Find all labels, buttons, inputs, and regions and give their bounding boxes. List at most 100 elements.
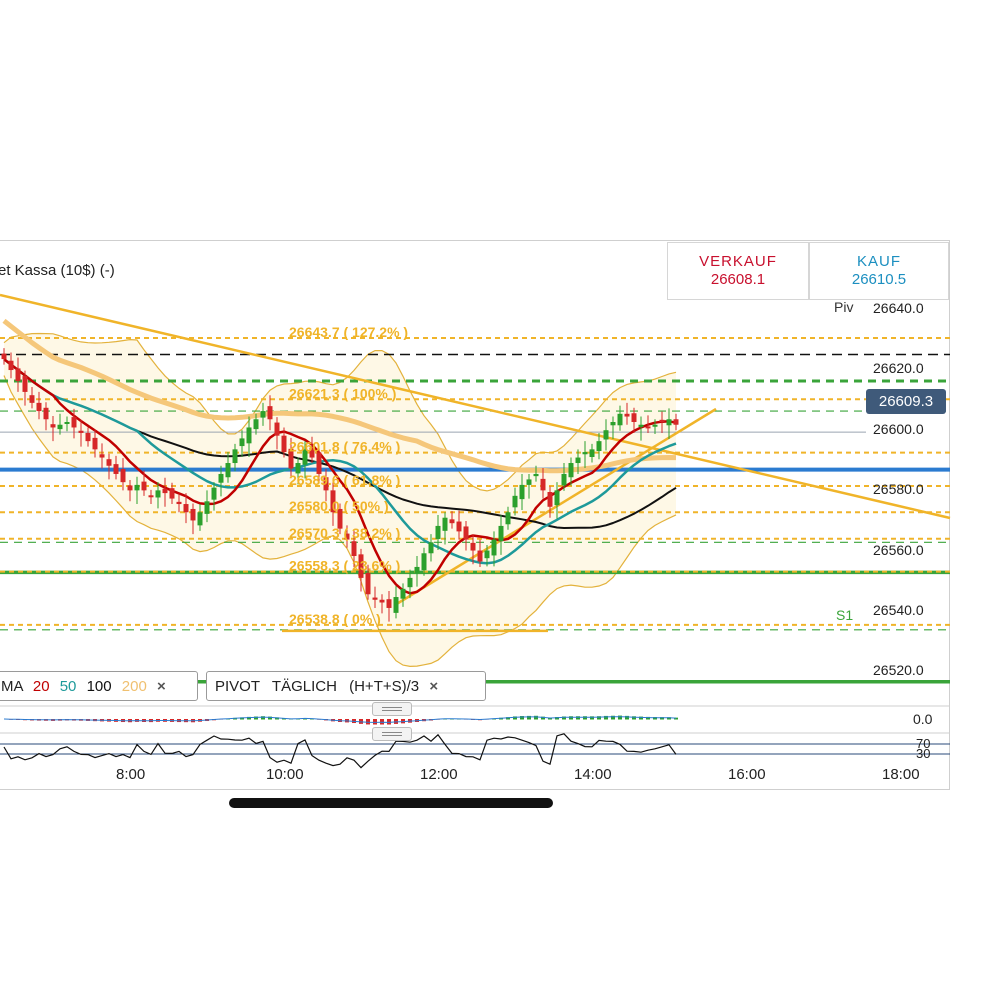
macd-bar	[653, 716, 657, 720]
macd-bar	[254, 716, 258, 720]
candle-body	[456, 521, 462, 532]
macd-bar	[261, 716, 265, 720]
fib-label: 26643.7 ( 127.2% )	[289, 324, 408, 340]
candle-body	[141, 481, 147, 491]
sell-button[interactable]: VERKAUF 26608.1	[667, 242, 809, 300]
y-tick-label: 26540.0	[873, 602, 924, 618]
macd-bar	[618, 715, 622, 720]
candle-body	[365, 572, 371, 595]
buy-button[interactable]: KAUF 26610.5	[809, 242, 949, 300]
candle-body	[526, 479, 532, 485]
panel-resize-handle[interactable]	[372, 727, 412, 741]
candle-body	[274, 422, 280, 436]
macd-bar	[513, 716, 517, 720]
pivot-legend-label: PIVOT	[215, 678, 260, 695]
candle-body	[1, 353, 7, 360]
candle-body	[225, 463, 231, 478]
macd-bar	[534, 715, 538, 720]
y-tick-label: 26560.0	[873, 542, 924, 558]
pivot-legend[interactable]: PIVOT TÄGLICH (H+T+S)/3 ×	[206, 671, 486, 701]
candle-body	[106, 459, 112, 466]
candle-body	[645, 426, 651, 429]
candle-body	[386, 599, 392, 608]
candle-body	[232, 449, 238, 464]
trend-line	[394, 407, 717, 607]
candle-body	[316, 452, 322, 474]
candle-body	[463, 526, 469, 540]
pivot-legend-formula: (H+T+S)/3	[349, 678, 420, 695]
sell-label: VERKAUF	[699, 253, 777, 270]
trend-line	[0, 293, 951, 520]
candle-body	[344, 533, 350, 540]
y-tick-label: 26580.0	[873, 481, 924, 497]
home-indicator[interactable]	[229, 798, 553, 808]
rsi-70-label: 70	[916, 736, 931, 751]
candle-body	[470, 542, 476, 551]
candle-body	[575, 457, 581, 464]
candle-body	[162, 488, 168, 494]
macd-bar	[576, 716, 580, 720]
candle-body	[351, 541, 357, 556]
ma50-label: 50	[59, 678, 77, 695]
candle-body	[393, 597, 399, 613]
candle-body	[134, 484, 140, 491]
candle-body	[596, 441, 602, 451]
candles	[1, 348, 679, 622]
candle-body	[120, 469, 126, 483]
x-tick-label: 16:00	[728, 766, 766, 783]
candle-body	[561, 473, 567, 486]
macd-bar	[268, 716, 272, 720]
y-tick-label: 26620.0	[873, 360, 924, 376]
candle-body	[582, 452, 588, 455]
close-icon[interactable]: ×	[429, 678, 439, 695]
macd-bar	[583, 716, 587, 720]
candle-body	[484, 550, 490, 559]
candle-body	[246, 427, 252, 444]
fib-label: 26621.3 ( 100% )	[289, 385, 396, 401]
macd-bar	[555, 716, 559, 720]
bollinger-lower	[3, 375, 677, 668]
ma-legend[interactable]: MA 20 50 100 200 ×	[0, 671, 198, 701]
candle-body	[372, 597, 378, 600]
rsi-line	[3, 733, 677, 769]
candle-body	[491, 539, 497, 556]
macd-bar	[667, 717, 671, 720]
macd-bar	[597, 716, 601, 720]
candle-body	[638, 424, 644, 427]
x-tick-label: 12:00	[420, 766, 458, 783]
panel-resize-handle[interactable]	[372, 702, 412, 716]
close-icon[interactable]: ×	[156, 678, 166, 695]
candle-body	[85, 432, 91, 442]
candle-body	[15, 368, 21, 381]
macd-bar	[548, 717, 552, 720]
pivot-label: Piv	[834, 299, 854, 315]
candle-body	[666, 419, 672, 426]
candle-body	[36, 402, 42, 412]
candle-body	[64, 422, 70, 424]
macd-bar	[604, 715, 608, 720]
candle-body	[330, 490, 336, 513]
y-tick-label: 26600.0	[873, 421, 924, 437]
macd-bar	[625, 715, 629, 720]
candle-body	[547, 492, 553, 507]
candle-body	[442, 517, 448, 531]
macd-bar	[275, 717, 279, 720]
buy-price: 26610.5	[851, 271, 907, 288]
macd-bar	[562, 716, 566, 720]
candle-body	[113, 464, 119, 474]
fib-label: 26570.3 ( 38.2% )	[289, 525, 400, 541]
macd-bar	[611, 715, 615, 720]
ma-prefix: MA	[1, 678, 23, 695]
ma50-line	[3, 358, 677, 565]
candle-body	[400, 588, 406, 599]
candle-body	[43, 407, 49, 420]
macd-panel	[0, 705, 950, 734]
candle-body	[57, 424, 63, 430]
macd-bar	[247, 716, 251, 720]
candle-body	[309, 447, 315, 458]
sell-price: 26608.1	[710, 271, 766, 288]
candle-body	[183, 504, 189, 513]
ma100-label: 100	[86, 678, 112, 695]
current-price-tag: 26609.3	[866, 389, 946, 414]
